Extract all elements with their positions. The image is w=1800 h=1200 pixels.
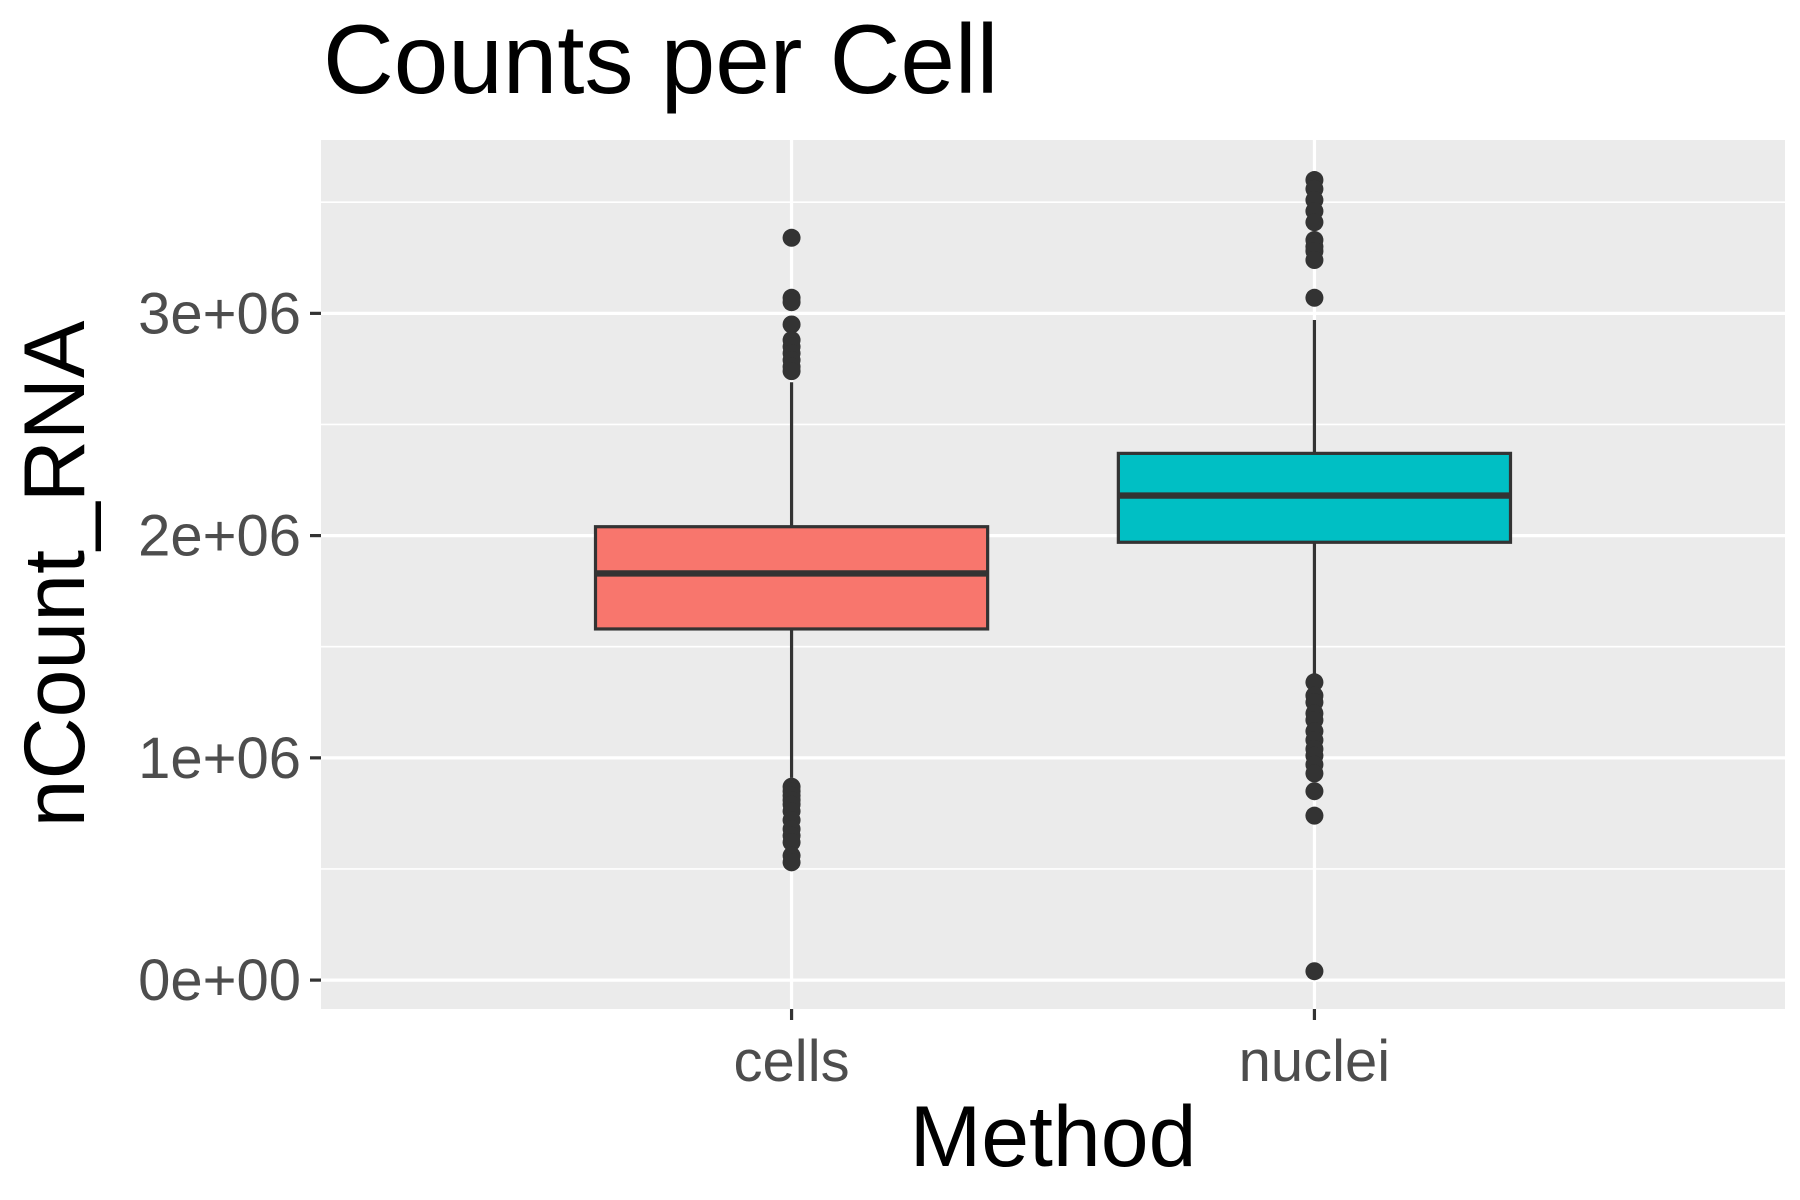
x-tick-label-nuclei: nuclei — [1239, 1029, 1391, 1094]
axes: 0e+00 1e+06 2e+06 3e+06 cells nuclei — [138, 281, 1390, 1094]
box-nuclei — [1116, 171, 1513, 981]
y-tick-label: 3e+06 — [138, 281, 301, 346]
outlier-point-nuclei — [1305, 251, 1324, 270]
chart-title: Counts per Cell — [323, 4, 998, 114]
outlier-point-nuclei — [1305, 213, 1324, 232]
outlier-point-nuclei — [1305, 962, 1324, 981]
x-tick-label-cells: cells — [734, 1029, 850, 1094]
outlier-point-nuclei — [1305, 782, 1324, 801]
y-tick-label: 1e+06 — [138, 726, 301, 791]
box-cells — [593, 228, 990, 872]
outlier-point-cells — [782, 362, 801, 381]
outlier-point-nuclei — [1305, 764, 1324, 783]
outlier-point-cells — [782, 833, 801, 852]
iqr-box-cells — [593, 525, 990, 631]
y-axis-title: nCount_RNA — [7, 320, 103, 827]
outlier-point-cells — [782, 315, 801, 334]
outlier-point-nuclei — [1305, 806, 1324, 825]
box-layer — [593, 171, 1513, 981]
y-tick-label: 2e+06 — [138, 504, 301, 569]
outlier-point-cells — [782, 293, 801, 312]
outlier-point-cells — [782, 228, 801, 247]
outlier-point-cells — [782, 853, 801, 872]
y-tick-label: 0e+00 — [138, 948, 301, 1013]
x-axis-title: Method — [910, 1089, 1197, 1185]
outlier-point-nuclei — [1305, 288, 1324, 307]
outlier-point-nuclei — [1305, 673, 1324, 692]
plot-panel — [321, 140, 1785, 1009]
